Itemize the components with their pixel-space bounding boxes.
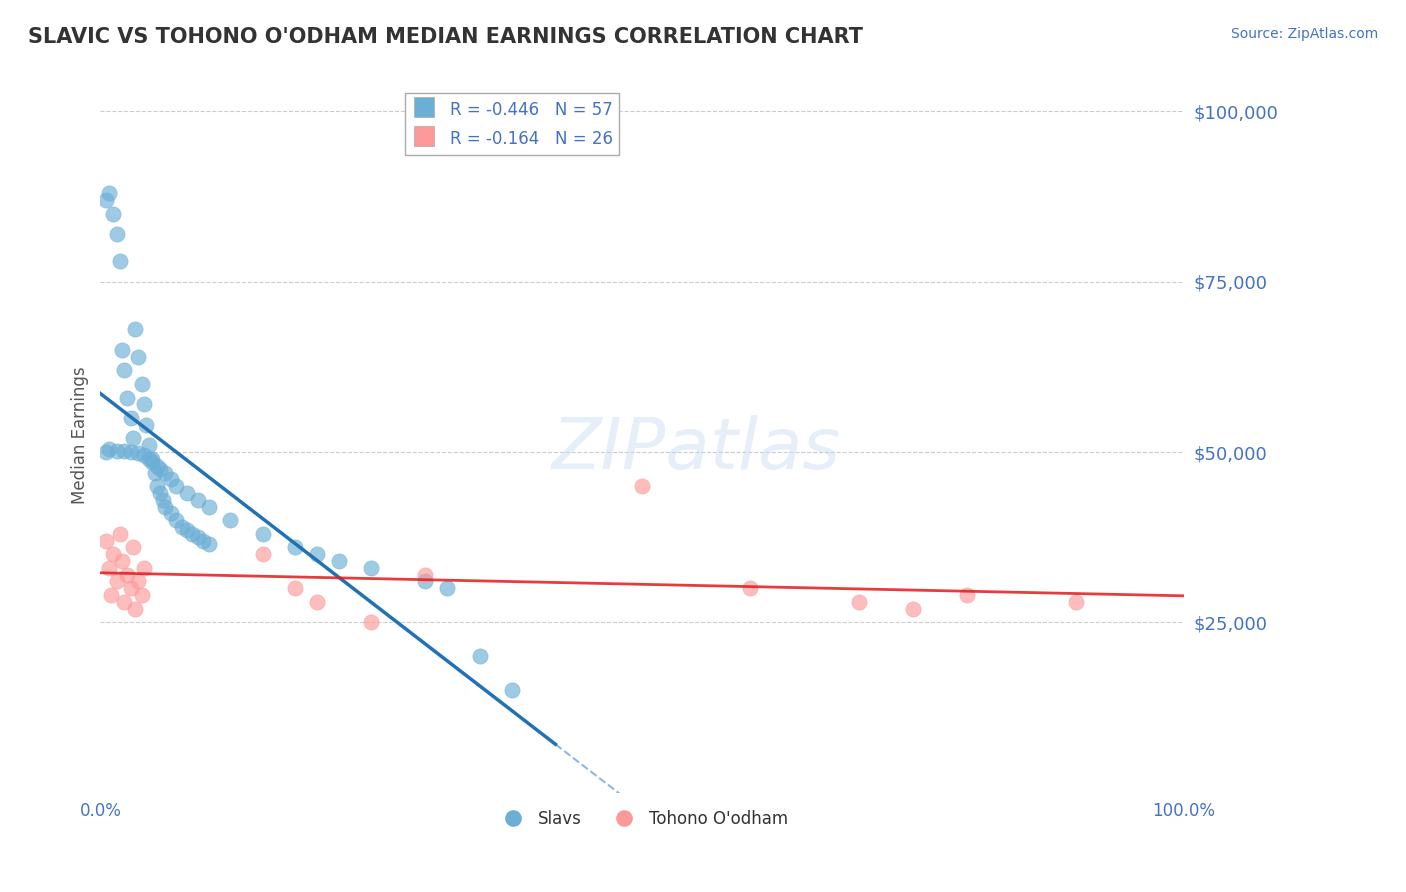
- Point: [111, 554, 134, 568]
- Point: [165, 513, 187, 527]
- Point: [252, 547, 274, 561]
- Point: [120, 411, 142, 425]
- Point: [149, 462, 172, 476]
- Point: [152, 492, 174, 507]
- Point: [436, 582, 458, 596]
- Point: [155, 466, 177, 480]
- Point: [155, 500, 177, 514]
- Point: [108, 526, 131, 541]
- Point: [159, 472, 181, 486]
- Point: [112, 363, 135, 377]
- Point: [197, 500, 219, 514]
- Point: [170, 520, 193, 534]
- Point: [284, 582, 307, 596]
- Point: [112, 444, 135, 458]
- Point: [132, 449, 155, 463]
- Point: [111, 343, 134, 357]
- Point: [121, 541, 143, 555]
- Point: [127, 446, 149, 460]
- Point: [120, 582, 142, 596]
- Point: [149, 486, 172, 500]
- Point: [94, 445, 117, 459]
- Point: [117, 567, 139, 582]
- Point: [124, 322, 146, 336]
- Point: [100, 588, 122, 602]
- Point: [105, 227, 128, 241]
- Point: [105, 443, 128, 458]
- Point: [127, 574, 149, 589]
- Point: [360, 615, 382, 630]
- Point: [98, 186, 121, 201]
- Point: [415, 567, 437, 582]
- Point: [98, 442, 121, 456]
- Y-axis label: Median Earnings: Median Earnings: [72, 367, 89, 504]
- Point: [328, 554, 350, 568]
- Point: [219, 513, 242, 527]
- Text: SLAVIC VS TOHONO O'ODHAM MEDIAN EARNINGS CORRELATION CHART: SLAVIC VS TOHONO O'ODHAM MEDIAN EARNINGS…: [28, 27, 863, 46]
- Point: [415, 574, 437, 589]
- Point: [112, 595, 135, 609]
- Point: [145, 479, 167, 493]
- Point: [740, 582, 762, 596]
- Point: [901, 601, 924, 615]
- Point: [135, 417, 157, 432]
- Point: [159, 507, 181, 521]
- Point: [307, 547, 329, 561]
- Point: [181, 526, 204, 541]
- Point: [132, 561, 155, 575]
- Legend: Slavs, Tohono O'odham: Slavs, Tohono O'odham: [489, 803, 794, 834]
- Point: [176, 486, 198, 500]
- Point: [94, 533, 117, 548]
- Point: [143, 466, 166, 480]
- Point: [307, 595, 329, 609]
- Point: [1064, 595, 1087, 609]
- Point: [117, 391, 139, 405]
- Point: [176, 524, 198, 538]
- Point: [127, 350, 149, 364]
- Point: [138, 451, 160, 466]
- Point: [132, 397, 155, 411]
- Point: [141, 455, 163, 469]
- Point: [848, 595, 870, 609]
- Point: [631, 479, 654, 493]
- Point: [284, 541, 307, 555]
- Point: [187, 492, 209, 507]
- Point: [131, 376, 153, 391]
- Point: [103, 207, 125, 221]
- Point: [94, 193, 117, 207]
- Point: [138, 438, 160, 452]
- Point: [360, 561, 382, 575]
- Point: [98, 561, 121, 575]
- Point: [131, 588, 153, 602]
- Point: [145, 458, 167, 473]
- Point: [468, 649, 491, 664]
- Point: [956, 588, 979, 602]
- Point: [197, 537, 219, 551]
- Point: [193, 533, 215, 548]
- Point: [252, 526, 274, 541]
- Point: [120, 445, 142, 459]
- Point: [187, 530, 209, 544]
- Text: Source: ZipAtlas.com: Source: ZipAtlas.com: [1230, 27, 1378, 41]
- Point: [121, 432, 143, 446]
- Point: [105, 574, 128, 589]
- Point: [501, 683, 523, 698]
- Point: [124, 601, 146, 615]
- Point: [108, 254, 131, 268]
- Point: [141, 451, 163, 466]
- Point: [165, 479, 187, 493]
- Text: ZIPatlas: ZIPatlas: [551, 415, 841, 483]
- Point: [103, 547, 125, 561]
